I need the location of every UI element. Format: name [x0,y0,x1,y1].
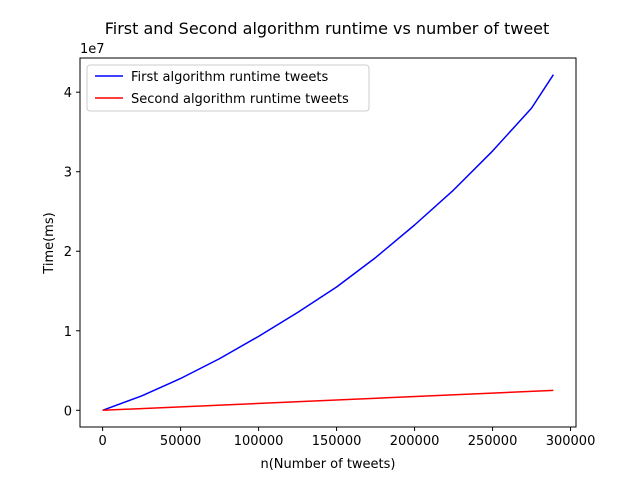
y-tick-label: 2 [64,245,72,260]
legend-label-second: Second algorithm runtime tweets [131,92,349,107]
y-tick-label: 4 [64,86,72,101]
x-tick-label: 250000 [468,434,518,449]
legend-frame [86,64,370,112]
x-tick-label: 0 [98,434,106,449]
y-tick-label: 1 [64,325,72,340]
legend-label-first: First algorithm runtime tweets [131,70,329,85]
legend: First algorithm runtime tweets Second al… [86,64,370,112]
chart-title: First and Second algorithm runtime vs nu… [105,19,550,38]
x-tick-label: 50000 [160,434,201,449]
x-tick-label: 150000 [312,434,362,449]
x-axis-ticks: 0 50000 100000 150000 200000 250000 300000 [98,427,595,449]
x-axis-label: n(Number of tweets) [261,457,396,472]
plot-area-frame [79,57,577,428]
x-tick-label: 200000 [390,434,440,449]
series-line-second [102,389,554,412]
x-tick-label: 100000 [234,434,284,449]
y-axis-label: Time(ms) [42,212,57,274]
series-lines [102,74,555,412]
x-tick-label: 300000 [546,434,596,449]
series-line-first [102,74,555,412]
y-offset-text: 1e7 [80,42,105,57]
y-tick-label: 0 [64,404,72,419]
y-tick-label: 3 [64,166,72,181]
y-axis-ticks: 0 1 2 3 4 [64,86,80,419]
